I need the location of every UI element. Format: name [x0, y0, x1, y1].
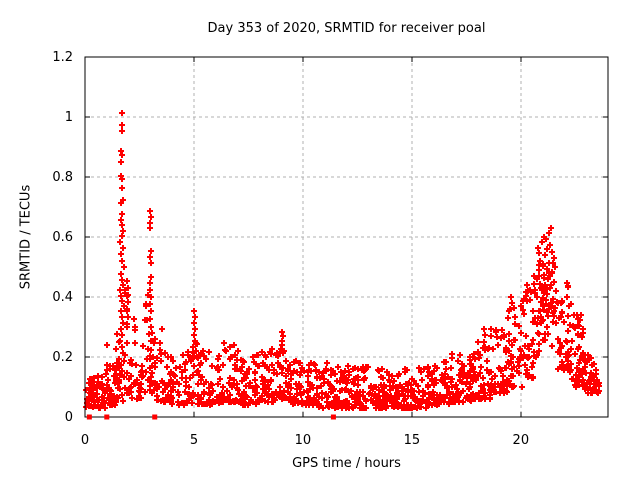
x-axis-label: GPS time / hours	[292, 456, 401, 471]
x-tick-label: 10	[295, 433, 312, 448]
y-tick-label: 0.4	[52, 290, 73, 305]
x-tick-label: 15	[404, 433, 421, 448]
chart-title: Day 353 of 2020, SRMTID for receiver poa…	[207, 21, 486, 36]
y-tick-label: 0.6	[52, 230, 73, 245]
zero-square-marker	[330, 414, 336, 420]
y-tick-label: 1.2	[52, 50, 73, 65]
y-tick-label: 0	[65, 410, 73, 425]
zero-square-marker	[86, 414, 92, 420]
x-tick-label: 5	[190, 433, 198, 448]
zero-square-marker	[152, 414, 158, 420]
x-tick-label: 0	[81, 433, 89, 448]
x-tick-label: 20	[513, 433, 530, 448]
y-tick-label: 0.8	[52, 170, 73, 185]
scatter-points	[83, 110, 602, 411]
y-tick-label: 0.2	[52, 350, 73, 365]
zero-square-marker	[104, 414, 110, 420]
y-tick-label: 1	[65, 110, 73, 125]
